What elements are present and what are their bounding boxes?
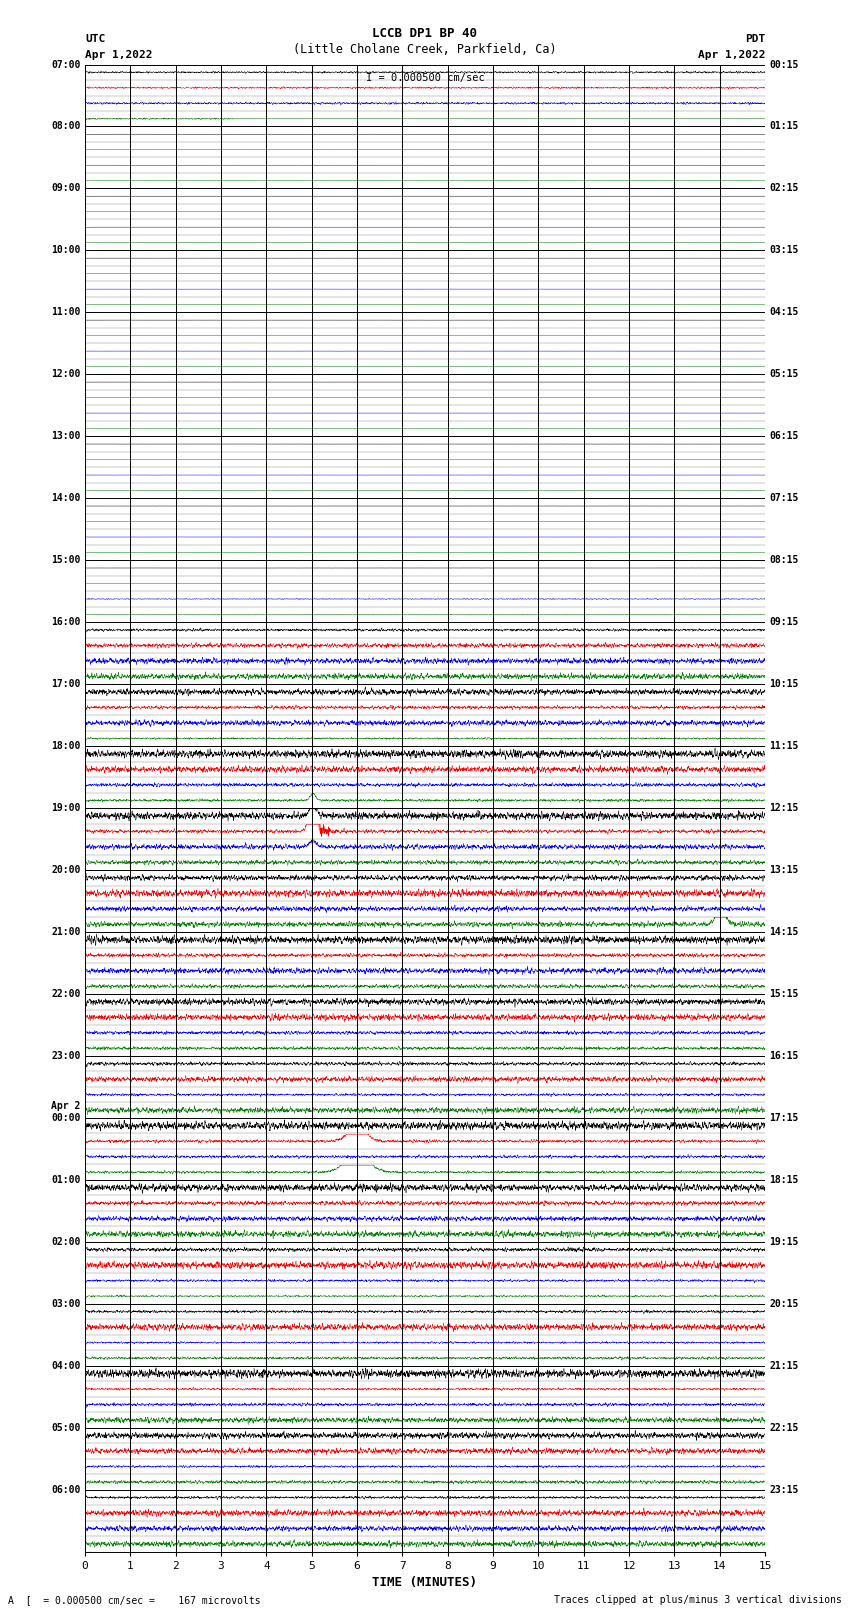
- Text: 10:00: 10:00: [51, 245, 81, 255]
- X-axis label: TIME (MINUTES): TIME (MINUTES): [372, 1576, 478, 1589]
- Text: (Little Cholane Creek, Parkfield, Ca): (Little Cholane Creek, Parkfield, Ca): [293, 44, 557, 56]
- Text: 01:00: 01:00: [51, 1174, 81, 1186]
- Text: 11:15: 11:15: [769, 740, 799, 752]
- Text: 11:00: 11:00: [51, 308, 81, 318]
- Text: 15:00: 15:00: [51, 555, 81, 565]
- Text: 19:00: 19:00: [51, 803, 81, 813]
- Text: 05:00: 05:00: [51, 1423, 81, 1432]
- Text: 18:15: 18:15: [769, 1174, 799, 1186]
- Text: 20:00: 20:00: [51, 865, 81, 876]
- Text: 00:00: 00:00: [51, 1113, 81, 1123]
- Text: 09:00: 09:00: [51, 184, 81, 194]
- Text: Traces clipped at plus/minus 3 vertical divisions: Traces clipped at plus/minus 3 vertical …: [553, 1595, 842, 1605]
- Text: I = 0.000500 cm/sec: I = 0.000500 cm/sec: [366, 73, 484, 82]
- Text: 20:15: 20:15: [769, 1298, 799, 1308]
- Text: 13:15: 13:15: [769, 865, 799, 876]
- Text: 23:15: 23:15: [769, 1484, 799, 1495]
- Text: 16:15: 16:15: [769, 1052, 799, 1061]
- Text: 19:15: 19:15: [769, 1237, 799, 1247]
- Text: PDT: PDT: [745, 34, 765, 44]
- Text: 21:00: 21:00: [51, 927, 81, 937]
- Text: 02:15: 02:15: [769, 184, 799, 194]
- Text: LCCB DP1 BP 40: LCCB DP1 BP 40: [372, 27, 478, 40]
- Text: 00:15: 00:15: [769, 60, 799, 69]
- Text: 16:00: 16:00: [51, 618, 81, 627]
- Text: 03:15: 03:15: [769, 245, 799, 255]
- Text: 17:00: 17:00: [51, 679, 81, 689]
- Text: Apr 2: Apr 2: [51, 1102, 81, 1111]
- Text: 23:00: 23:00: [51, 1052, 81, 1061]
- Text: A  [  = 0.000500 cm/sec =    167 microvolts: A [ = 0.000500 cm/sec = 167 microvolts: [8, 1595, 261, 1605]
- Text: 02:00: 02:00: [51, 1237, 81, 1247]
- Text: 09:15: 09:15: [769, 618, 799, 627]
- Text: 03:00: 03:00: [51, 1298, 81, 1308]
- Text: 04:00: 04:00: [51, 1361, 81, 1371]
- Text: 07:15: 07:15: [769, 494, 799, 503]
- Text: 22:15: 22:15: [769, 1423, 799, 1432]
- Text: 08:15: 08:15: [769, 555, 799, 565]
- Text: 06:15: 06:15: [769, 431, 799, 442]
- Text: 06:00: 06:00: [51, 1484, 81, 1495]
- Text: 21:15: 21:15: [769, 1361, 799, 1371]
- Text: 10:15: 10:15: [769, 679, 799, 689]
- Text: Apr 1,2022: Apr 1,2022: [698, 50, 765, 60]
- Text: 12:15: 12:15: [769, 803, 799, 813]
- Text: 04:15: 04:15: [769, 308, 799, 318]
- Text: 14:00: 14:00: [51, 494, 81, 503]
- Text: 17:15: 17:15: [769, 1113, 799, 1123]
- Text: 12:00: 12:00: [51, 369, 81, 379]
- Text: 14:15: 14:15: [769, 927, 799, 937]
- Text: 18:00: 18:00: [51, 740, 81, 752]
- Text: 22:00: 22:00: [51, 989, 81, 998]
- Text: 08:00: 08:00: [51, 121, 81, 132]
- Text: 15:15: 15:15: [769, 989, 799, 998]
- Text: 05:15: 05:15: [769, 369, 799, 379]
- Text: 07:00: 07:00: [51, 60, 81, 69]
- Text: 01:15: 01:15: [769, 121, 799, 132]
- Text: 13:00: 13:00: [51, 431, 81, 442]
- Text: UTC: UTC: [85, 34, 105, 44]
- Text: Apr 1,2022: Apr 1,2022: [85, 50, 152, 60]
